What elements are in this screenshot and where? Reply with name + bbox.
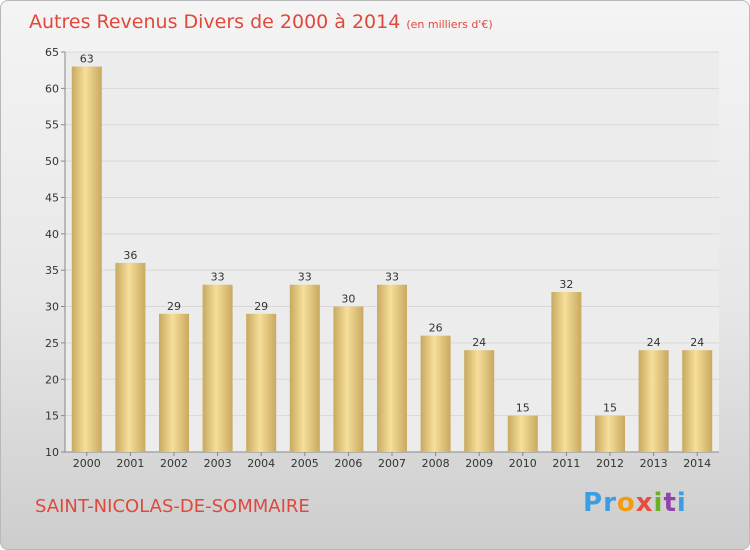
y-tick-label: 30 bbox=[45, 301, 59, 314]
y-tick-label: 35 bbox=[45, 264, 59, 277]
data-label: 29 bbox=[167, 300, 181, 313]
bar bbox=[682, 350, 713, 452]
y-tick-label: 55 bbox=[45, 119, 59, 132]
brand-letter: P bbox=[583, 488, 604, 518]
brand-letter: o bbox=[616, 488, 636, 518]
data-label: 33 bbox=[211, 271, 225, 284]
data-label: 24 bbox=[690, 336, 704, 349]
bar bbox=[507, 415, 538, 452]
y-tick-label: 60 bbox=[45, 82, 59, 95]
x-tick-label: 2009 bbox=[465, 457, 493, 470]
bar bbox=[551, 292, 582, 452]
data-label: 36 bbox=[123, 249, 137, 262]
brand-letter: x bbox=[635, 488, 654, 518]
bar bbox=[595, 415, 625, 452]
unit-text: (en milliers d'€) bbox=[406, 18, 493, 31]
bar bbox=[71, 66, 102, 452]
x-tick-label: 2002 bbox=[160, 457, 188, 470]
bar bbox=[464, 350, 495, 452]
data-label: 15 bbox=[603, 402, 617, 415]
y-tick-label: 15 bbox=[45, 410, 59, 423]
x-tick-label: 2003 bbox=[204, 457, 232, 470]
brand-letter: t bbox=[663, 488, 677, 518]
commune-name: SAINT-NICOLAS-DE-SOMMAIRE bbox=[35, 496, 310, 517]
data-label: 32 bbox=[559, 278, 573, 291]
proxiti-logo[interactable]: Proxiti bbox=[583, 488, 687, 518]
data-label: 29 bbox=[254, 300, 268, 313]
y-tick-label: 40 bbox=[45, 228, 59, 241]
bar bbox=[377, 284, 407, 452]
bar bbox=[289, 284, 320, 452]
brand-letter: i bbox=[676, 488, 687, 518]
data-label: 15 bbox=[516, 402, 530, 415]
x-tick-label: 2005 bbox=[291, 457, 319, 470]
y-tick-label: 10 bbox=[45, 446, 59, 459]
x-tick-label: 2004 bbox=[247, 457, 275, 470]
x-tick-label: 2008 bbox=[422, 457, 450, 470]
x-tick-label: 2007 bbox=[378, 457, 406, 470]
x-tick-label: 2001 bbox=[116, 457, 144, 470]
y-tick-label: 45 bbox=[45, 191, 59, 204]
data-label: 26 bbox=[429, 322, 443, 335]
y-tick-label: 20 bbox=[45, 373, 59, 386]
bar bbox=[333, 306, 364, 452]
y-tick-label: 65 bbox=[45, 46, 59, 59]
x-tick-label: 2006 bbox=[334, 457, 362, 470]
bar bbox=[246, 313, 277, 452]
data-label: 30 bbox=[341, 293, 355, 306]
bar bbox=[638, 350, 669, 452]
x-tick-label: 2011 bbox=[552, 457, 580, 470]
brand-letter: i bbox=[653, 488, 664, 518]
data-label: 33 bbox=[298, 271, 312, 284]
bar bbox=[159, 313, 189, 452]
x-tick-label: 2010 bbox=[509, 457, 537, 470]
bar bbox=[115, 262, 146, 452]
x-tick-label: 2014 bbox=[683, 457, 711, 470]
brand-letter: r bbox=[603, 488, 617, 518]
chart-title: Autres Revenus Divers de 2000 à 2014 (en … bbox=[29, 11, 493, 33]
x-tick-label: 2000 bbox=[73, 457, 101, 470]
bar bbox=[202, 284, 233, 452]
data-label: 33 bbox=[385, 271, 399, 284]
data-label: 24 bbox=[472, 336, 486, 349]
title-text: Autres Revenus Divers de 2000 à 2014 bbox=[29, 11, 401, 33]
data-label: 63 bbox=[80, 53, 94, 66]
data-label: 24 bbox=[647, 336, 661, 349]
bar bbox=[420, 335, 451, 452]
x-tick-label: 2012 bbox=[596, 457, 624, 470]
y-tick-label: 25 bbox=[45, 337, 59, 350]
x-tick-label: 2013 bbox=[640, 457, 668, 470]
y-tick-label: 50 bbox=[45, 155, 59, 168]
